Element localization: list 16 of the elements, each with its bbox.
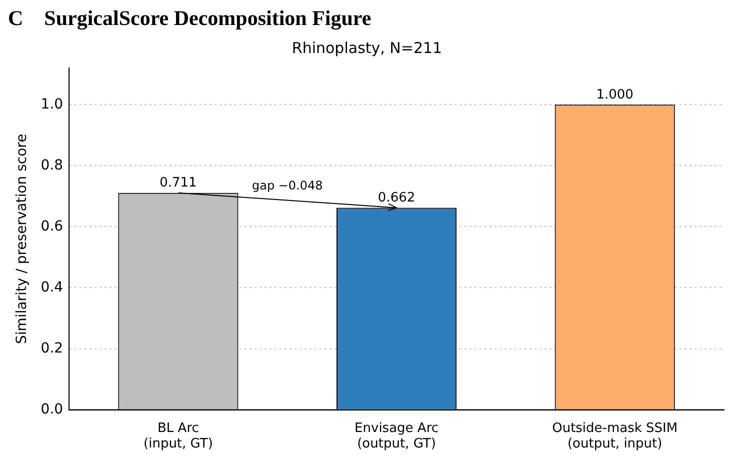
- data-label: 0.711: [160, 176, 197, 191]
- y-tick-label: 0.0: [40, 401, 64, 418]
- y-tick-label: 1.0: [40, 96, 64, 112]
- x-tick-label: BL Arc (input, GT): [144, 420, 213, 452]
- data-label: 1.000: [596, 87, 634, 102]
- y-tick-label: 0.6: [40, 218, 64, 234]
- chart-subtitle: Rhinoplasty, N=211: [292, 38, 442, 57]
- y-tick-label: 0.4: [40, 279, 64, 296]
- x-tick-label: Envisage Arc (output, GT): [354, 420, 439, 452]
- annotation: gap −0.048: [252, 178, 323, 192]
- data-label: 0.662: [378, 190, 416, 206]
- chart-title: C SurgicalScore Decomposition Figure: [7, 5, 372, 32]
- y-axis-title: Similarity / preservation score: [14, 134, 30, 344]
- y-tick-label: 0.2: [40, 340, 64, 356]
- x-tick-label: Outside-mask SSIM (output, input): [552, 420, 678, 452]
- y-tick-label: 0.8: [40, 157, 64, 174]
